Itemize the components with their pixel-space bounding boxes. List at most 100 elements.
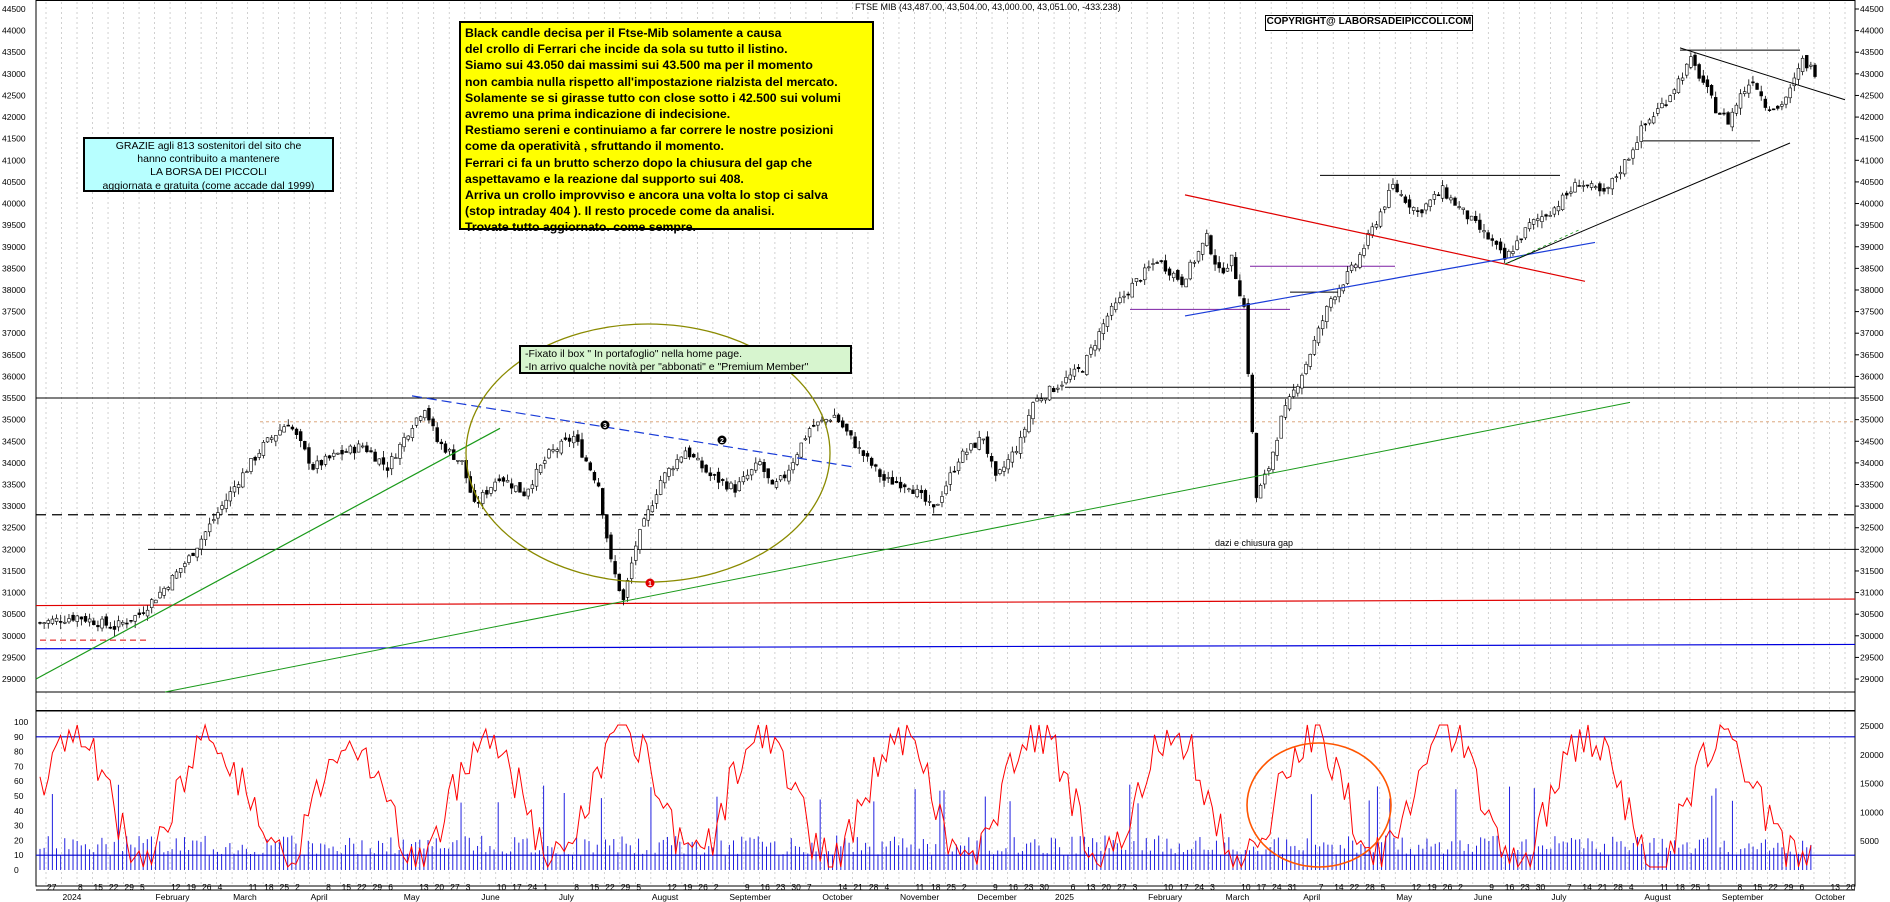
- candle-body: [894, 481, 899, 484]
- candle-body: [547, 449, 551, 459]
- price-tick-label-left: 29500: [2, 652, 26, 662]
- candle-body: [836, 414, 841, 423]
- candle-body: [274, 435, 278, 442]
- trend-green-2: [164, 401, 1631, 693]
- main-line: Black candle decisa per il Ftse-Mib sola…: [465, 26, 782, 40]
- candle-body: [1556, 206, 1561, 212]
- candle-body: [741, 476, 746, 483]
- price-tick-label-left: 44500: [2, 4, 26, 14]
- candle-body: [158, 591, 162, 599]
- candle-body: [932, 504, 936, 508]
- price-tick-label: 29500: [1860, 652, 1884, 662]
- candle-body: [245, 471, 249, 473]
- x-tick-label: 9: [1489, 882, 1494, 892]
- candle-body: [1581, 185, 1585, 187]
- x-tick-label: 4: [1629, 882, 1634, 892]
- price-tick-label: 38000: [1860, 285, 1884, 295]
- price-tick-label: 31000: [1860, 588, 1884, 598]
- x-tick-label: 15: [94, 882, 104, 892]
- candle-body: [75, 615, 79, 622]
- candle-body: [439, 441, 444, 445]
- candle-body: [1755, 83, 1759, 90]
- price-tick-label-left: 31000: [2, 588, 26, 598]
- candle-body: [485, 490, 489, 495]
- price-tick-label: 32500: [1860, 523, 1884, 533]
- x-tick-label: 11: [1660, 882, 1669, 892]
- candle-body: [389, 456, 394, 470]
- candle-body: [232, 486, 237, 493]
- candle-body: [1304, 363, 1308, 374]
- candle-body: [948, 472, 952, 485]
- x-tick-label: 2: [714, 882, 719, 892]
- x-tick-label: December: [978, 892, 1017, 902]
- candle-body: [1130, 282, 1135, 298]
- candle-body: [1205, 233, 1209, 246]
- candle-body: [712, 474, 717, 476]
- candle-body: [1647, 119, 1652, 124]
- candle-body: [1478, 219, 1482, 230]
- candle-body: [700, 460, 704, 469]
- x-tick-label: 5: [636, 882, 641, 892]
- candle-body: [365, 445, 369, 453]
- candle-body: [1805, 55, 1809, 69]
- candle-body: [567, 437, 572, 442]
- candle-body: [373, 451, 377, 462]
- candle-body: [915, 489, 919, 498]
- candle-body: [1407, 199, 1412, 208]
- candle-body: [1002, 466, 1006, 472]
- candle-body: [1689, 56, 1693, 68]
- candle-body: [1072, 368, 1077, 377]
- oscillator-tick-label: 0: [14, 865, 19, 875]
- x-tick-label: 15: [590, 882, 600, 892]
- price-tick-label: 36000: [1860, 371, 1884, 381]
- candle-body: [447, 449, 452, 452]
- candle-body: [1242, 298, 1246, 307]
- candle-body: [1424, 203, 1428, 211]
- candle-body: [832, 414, 837, 418]
- price-tick-label: 31500: [1860, 566, 1884, 576]
- candle-body: [799, 442, 804, 458]
- candle-body: [402, 437, 406, 448]
- candle-body: [493, 481, 497, 491]
- candle-body: [1221, 267, 1226, 274]
- candle-body: [50, 618, 55, 624]
- price-tick-label: 36500: [1860, 350, 1884, 360]
- candle-body: [418, 416, 423, 421]
- candle-body: [178, 567, 183, 573]
- candle-body: [1275, 440, 1279, 456]
- candle-body: [1064, 376, 1068, 384]
- trend-green-1: [35, 427, 501, 680]
- support-red: [35, 598, 1856, 607]
- candle-body: [1697, 64, 1701, 79]
- candle-body: [956, 461, 961, 471]
- candle-body: [592, 472, 597, 481]
- candle-body: [332, 452, 336, 457]
- candle-body: [1271, 451, 1275, 470]
- x-tick-label: October: [1815, 892, 1845, 902]
- price-tick-label-left: 38000: [2, 285, 26, 295]
- x-tick-label: 6: [1071, 882, 1076, 892]
- x-tick-label: 18: [1675, 882, 1685, 892]
- trend-blue: [1184, 241, 1596, 317]
- candle-body: [1263, 473, 1267, 485]
- candle-body: [919, 489, 923, 494]
- x-tick-label: 8: [326, 882, 331, 892]
- candle-body: [580, 439, 584, 458]
- price-tick-label: 30000: [1860, 631, 1884, 641]
- candle-body: [1209, 235, 1213, 255]
- main-line: Solamente se si girasse tutto con close …: [465, 90, 841, 105]
- candle-body: [323, 455, 328, 465]
- candle-body: [1300, 374, 1304, 389]
- x-tick-label: 30: [1536, 882, 1546, 892]
- candle-body: [501, 477, 506, 482]
- candle-body: [849, 430, 853, 436]
- candle-body: [679, 456, 684, 463]
- x-tick-label: 20: [1102, 882, 1112, 892]
- candle-body: [522, 491, 526, 497]
- candle-body: [1122, 295, 1126, 298]
- candle-body: [1184, 278, 1188, 288]
- candle-body: [1354, 264, 1358, 268]
- candle-body: [1465, 210, 1470, 220]
- candle-body: [1809, 64, 1813, 67]
- price-tick-label: 42000: [1860, 112, 1884, 122]
